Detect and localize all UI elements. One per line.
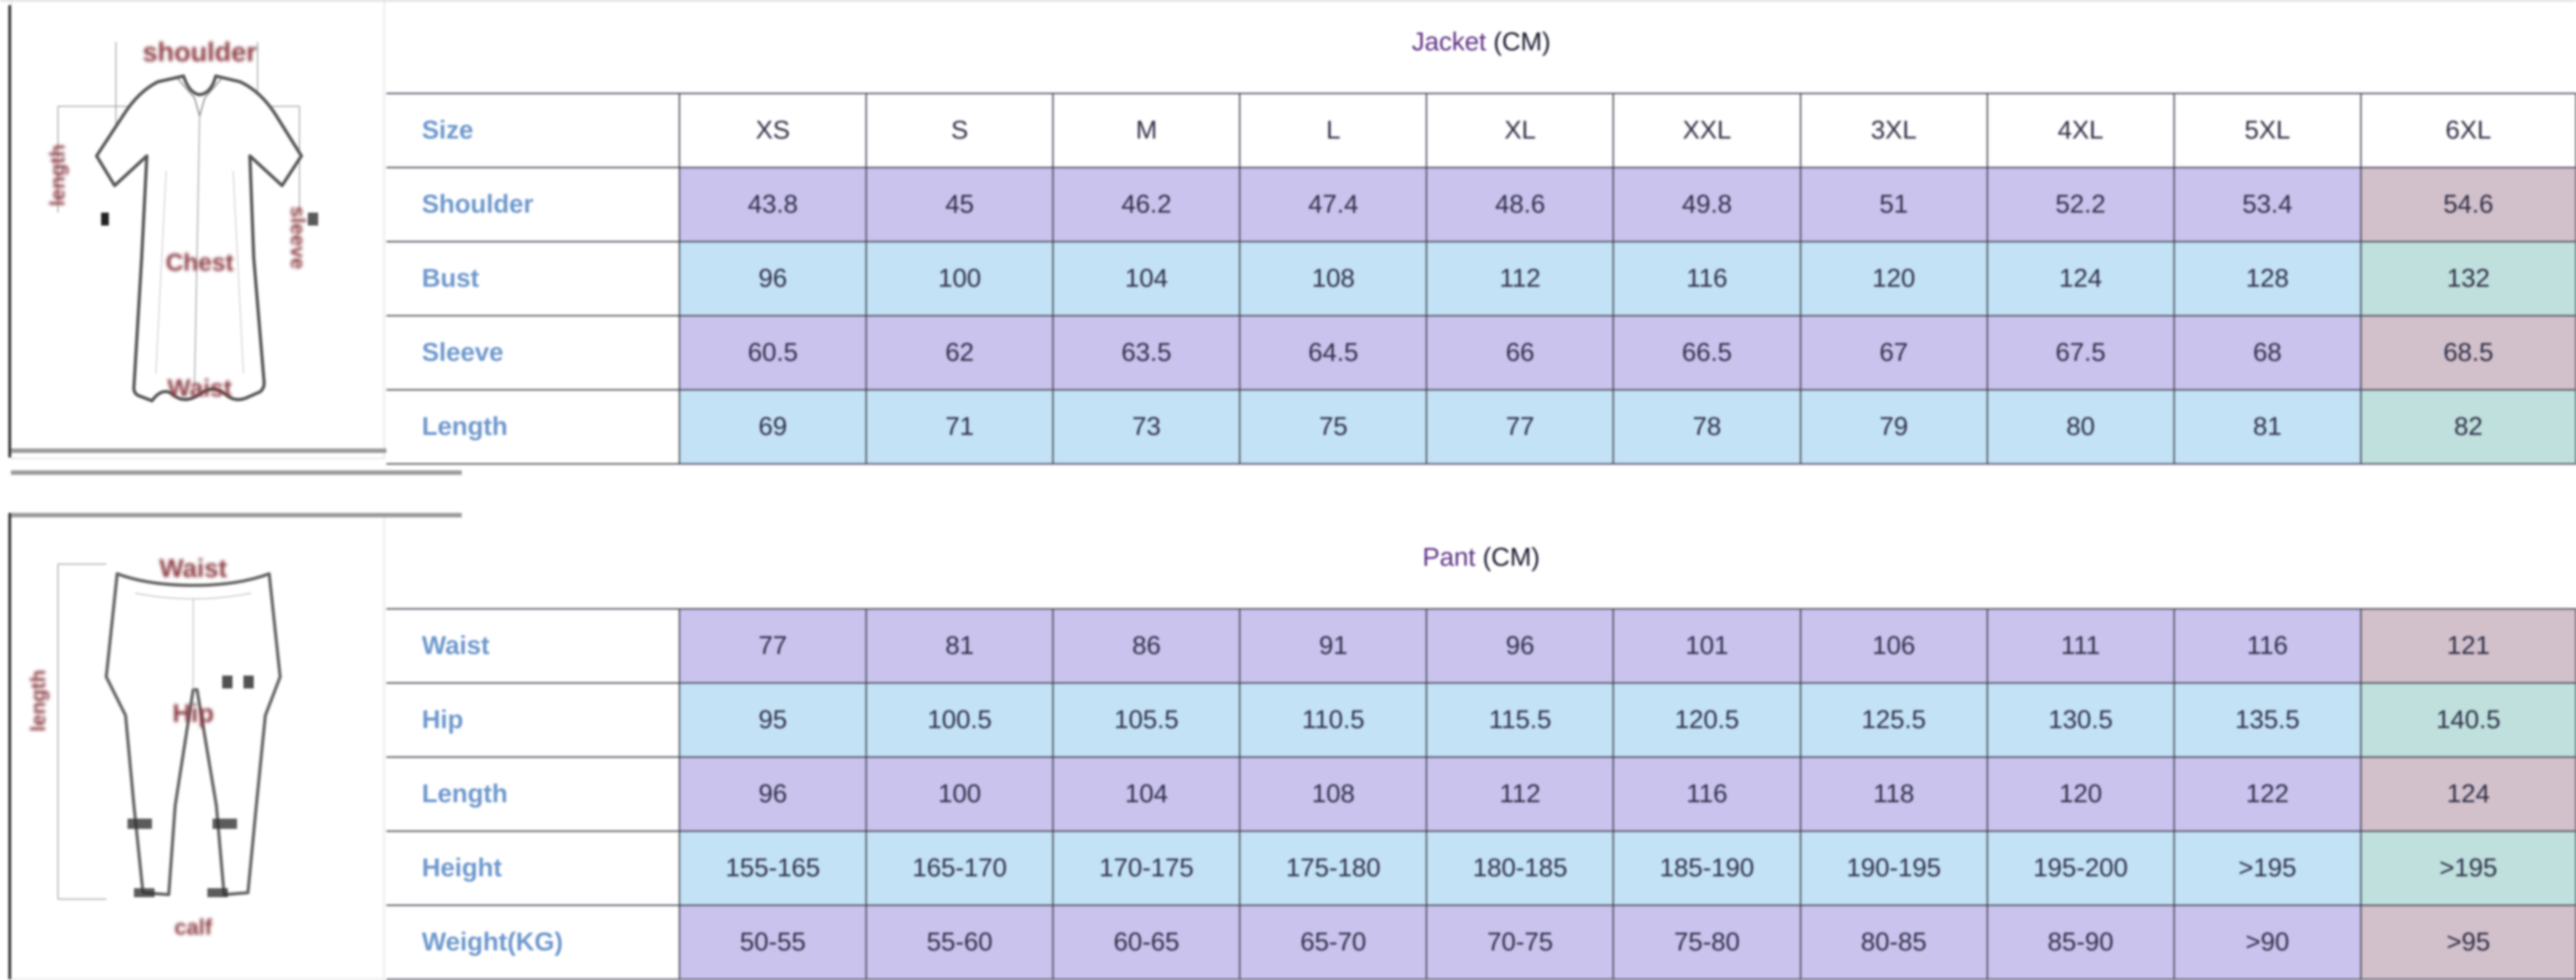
svg-text:Waist: Waist bbox=[159, 555, 227, 583]
svg-text:calf: calf bbox=[175, 916, 213, 940]
svg-text:Chest: Chest bbox=[166, 249, 234, 276]
svg-text:shoulder: shoulder bbox=[142, 37, 256, 67]
svg-text:length: length bbox=[46, 144, 69, 206]
svg-text:sleeve: sleeve bbox=[287, 206, 310, 269]
svg-text:Hip: Hip bbox=[173, 700, 214, 728]
svg-text:length: length bbox=[26, 670, 50, 732]
svg-text:Waist: Waist bbox=[167, 375, 232, 402]
